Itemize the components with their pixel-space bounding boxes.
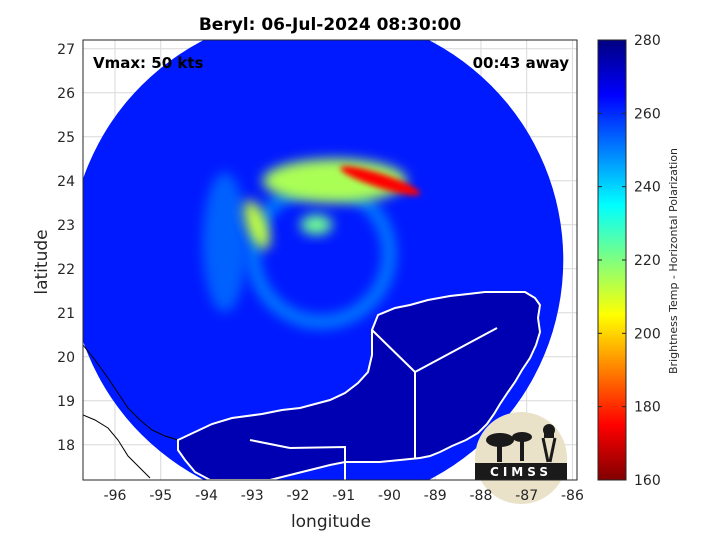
land-layer bbox=[177, 291, 542, 481]
colorbar-ticks: 160 180 200 220 240 260 280 bbox=[598, 33, 661, 489]
x-tick-label: -88 bbox=[470, 488, 493, 504]
coastline-west bbox=[83, 414, 151, 479]
y-tick-label: 26 bbox=[57, 86, 75, 102]
logo-text: CIMSS bbox=[490, 465, 552, 479]
x-tick-label: -95 bbox=[149, 488, 172, 504]
axes-frame bbox=[82, 39, 578, 481]
y-tick-label: 23 bbox=[57, 218, 75, 234]
state-borders bbox=[249, 327, 498, 480]
x-tick-label: -96 bbox=[104, 488, 127, 504]
y-tick-label: 22 bbox=[57, 262, 75, 278]
x-tick-label: -87 bbox=[515, 488, 538, 504]
colorbar-tick-label: 160 bbox=[634, 473, 661, 489]
x-tick-label: -91 bbox=[332, 488, 355, 504]
x-tick-label: -93 bbox=[241, 488, 264, 504]
colorbar-tick-label: 220 bbox=[634, 253, 661, 269]
x-axis-label: longitude bbox=[291, 512, 371, 532]
y-tick-label: 18 bbox=[57, 438, 75, 454]
y-axis-label: latitude bbox=[32, 229, 52, 294]
colorbar-tick-label: 240 bbox=[634, 180, 661, 196]
colorbar-tick-label: 180 bbox=[634, 400, 661, 416]
colorbar-label: Brightness Temp - Horizontal Polarizatio… bbox=[667, 148, 680, 374]
y-tick-labels: 18 19 20 21 22 23 24 25 26 27 bbox=[57, 42, 75, 454]
west-band bbox=[202, 172, 247, 313]
colorbar-tick-label: 260 bbox=[634, 106, 661, 122]
convection-feature bbox=[300, 214, 333, 235]
yucatan-peninsula bbox=[177, 291, 542, 481]
convection-feature bbox=[243, 200, 270, 250]
x-tick-label: -86 bbox=[561, 488, 584, 504]
y-tick-label: 21 bbox=[57, 306, 75, 322]
x-tick-label: -89 bbox=[424, 488, 447, 504]
x-tick-label: -92 bbox=[287, 488, 310, 504]
y-tick-label: 25 bbox=[57, 130, 75, 146]
feature-layer bbox=[202, 158, 421, 329]
colorbar bbox=[597, 39, 627, 481]
colorbar-tick-label: 280 bbox=[634, 33, 661, 49]
x-tick-labels: -96 -95 -94 -93 -92 -91 -90 -89 -88 -87 -86 bbox=[104, 488, 584, 504]
convection-feature bbox=[262, 158, 407, 203]
convection-feature bbox=[340, 166, 421, 196]
y-tick-label: 27 bbox=[57, 42, 75, 58]
x-tick-label: -90 bbox=[378, 488, 401, 504]
chart-title: Beryl: 06-Jul-2024 08:30:00 bbox=[199, 15, 461, 35]
y-tick-label: 20 bbox=[57, 350, 75, 366]
time-away-annotation: 00:43 away bbox=[473, 54, 570, 72]
colorbar-tick-label: 200 bbox=[634, 326, 661, 342]
y-tick-label: 19 bbox=[57, 394, 75, 410]
y-tick-label: 24 bbox=[57, 174, 75, 190]
x-tick-label: -94 bbox=[195, 488, 218, 504]
coastline-outside bbox=[83, 344, 179, 441]
cimss-logo: CIMSS bbox=[475, 412, 567, 504]
vmax-annotation: Vmax: 50 kts bbox=[93, 54, 203, 72]
